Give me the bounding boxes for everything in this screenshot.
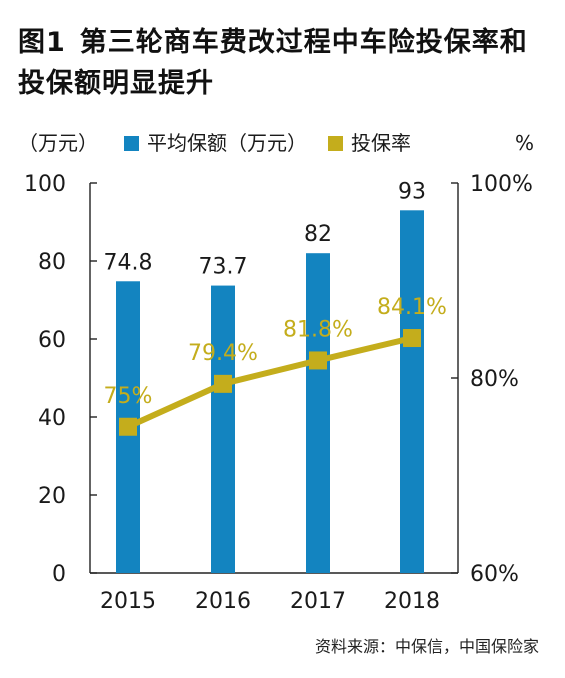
- bar-data-label: 93: [398, 179, 426, 204]
- rate-point-marker: [119, 417, 137, 436]
- bar-data-label: 73.7: [199, 255, 248, 280]
- rate-data-label: 84.1%: [377, 295, 447, 320]
- bar: [400, 210, 424, 574]
- right-axis-unit: %: [514, 131, 534, 155]
- left-tick-label: 100: [24, 172, 66, 197]
- rate-data-label: 75%: [104, 384, 153, 409]
- bar: [306, 253, 330, 573]
- x-tick-label: 2017: [290, 589, 346, 614]
- bar-data-label: 82: [304, 222, 332, 247]
- legend: （万元） 平均保额（万元） 投保率 %: [18, 128, 548, 158]
- legend-item-line: 投保率: [328, 128, 411, 158]
- rate-point-marker: [403, 329, 421, 348]
- bar: [211, 285, 235, 573]
- left-axis-unit: （万元）: [18, 131, 98, 155]
- left-tick-label: 60: [38, 328, 66, 353]
- title-text: 第三轮商车费改过程中车险投保率和投保额明显提升: [18, 27, 528, 99]
- left-tick-label: 0: [52, 562, 66, 587]
- right-tick-label: 100%: [470, 172, 533, 197]
- x-tick-label: 2018: [384, 589, 440, 614]
- rate-point-marker: [214, 374, 232, 393]
- left-tick-label: 80: [38, 250, 66, 275]
- left-tick-label: 40: [38, 406, 66, 431]
- bar-data-label: 74.8: [104, 250, 153, 275]
- left-tick-label: 20: [38, 484, 66, 509]
- legend-swatch-line: [328, 135, 343, 151]
- x-tick-label: 2016: [195, 589, 251, 614]
- figure-number: 图1: [18, 27, 66, 58]
- legend-label-line: 投保率: [351, 131, 411, 155]
- right-tick-label: 60%: [470, 562, 519, 587]
- legend-swatch-bar: [124, 135, 139, 151]
- rate-point-marker: [309, 351, 327, 370]
- legend-label-bar: 平均保额（万元）: [147, 131, 307, 155]
- source-note: 资料来源：中保信，中国保险家: [314, 637, 539, 656]
- x-tick-label: 2015: [100, 589, 156, 614]
- rate-data-label: 79.4%: [188, 341, 258, 366]
- rate-data-label: 81.8%: [283, 317, 353, 342]
- right-tick-label: 80%: [470, 367, 519, 392]
- chart-title: 图1 第三轮商车费改过程中车险投保率和投保额明显提升: [18, 22, 548, 104]
- legend-item-bar: 平均保额（万元）: [124, 128, 307, 158]
- rate-line: [126, 335, 413, 430]
